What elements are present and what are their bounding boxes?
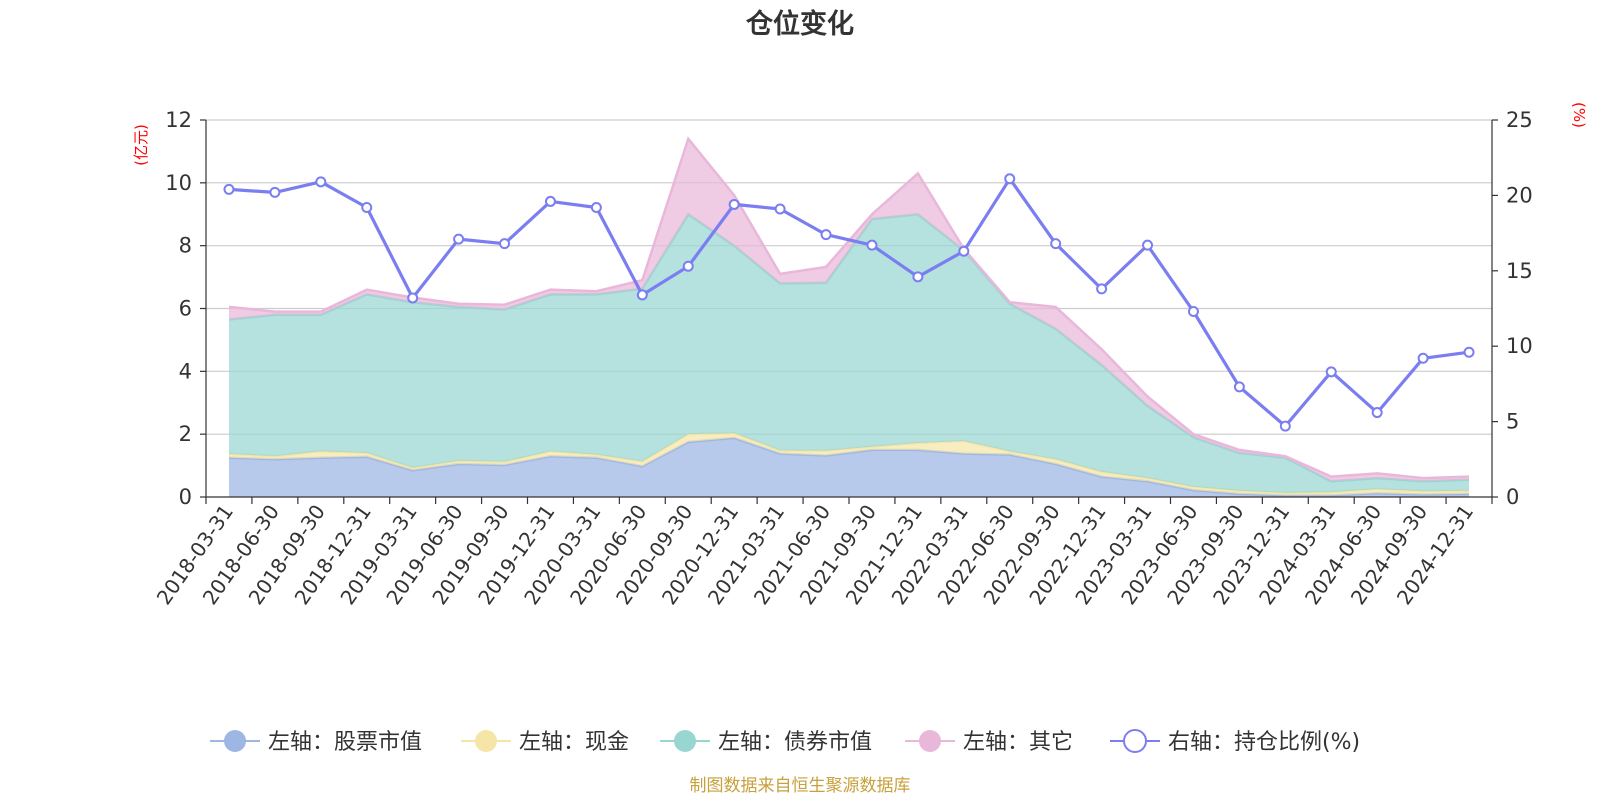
ratio-point [636, 289, 648, 301]
left-axis-tick-label: 6 [179, 297, 192, 321]
right-axis-tick-label: 25 [1506, 108, 1533, 132]
ratio-point [499, 238, 511, 250]
legend-label: 左轴：其它 [963, 730, 1073, 755]
right-axis-tick-label: 5 [1506, 410, 1519, 434]
legend-marker [674, 730, 696, 752]
ratio-point [544, 195, 556, 207]
ratio-point [1096, 283, 1108, 295]
ratio-point [1050, 238, 1062, 250]
right-axis-tick-label: 15 [1506, 259, 1533, 283]
ratio-point [315, 176, 327, 188]
ratio-line-series [223, 173, 1475, 432]
ratio-point [407, 292, 419, 304]
right-axis-unit: (%) [1570, 102, 1588, 128]
legend-marker [919, 730, 941, 752]
area-左轴：股票市值 [229, 437, 1469, 497]
legend-label: 右轴：持仓比例(%) [1168, 730, 1360, 755]
left-axis-tick-label: 8 [179, 234, 192, 258]
legend: 左轴：股票市值 左轴：现金 左轴：债券市值 左轴：其它 右轴：持仓比例(%) [210, 729, 1360, 755]
ratio-point [1417, 352, 1429, 364]
chart-title: 仓位变化 [745, 8, 854, 40]
ratio-point [361, 201, 373, 213]
ratio-point [866, 239, 878, 251]
right-axis-tick-label: 10 [1506, 334, 1533, 358]
left-axis-tick-label: 10 [165, 171, 192, 195]
left-axis-tick-label: 4 [179, 359, 192, 383]
ratio-point [820, 229, 832, 241]
ratio-point [1233, 381, 1245, 393]
ratio-point [590, 201, 602, 213]
left-axis-tick-label: 12 [165, 108, 192, 132]
ratio-point [1371, 407, 1383, 419]
ratio-point [912, 271, 924, 283]
ratio-point [269, 186, 281, 198]
ratio-point [774, 203, 786, 215]
left-axis-tick-label: 0 [179, 485, 192, 509]
legend-marker [224, 730, 246, 752]
ratio-point [1142, 239, 1154, 251]
ratio-point [223, 183, 235, 195]
ratio-point [1004, 173, 1016, 185]
right-axis-tick-label: 0 [1506, 485, 1519, 509]
ratio-point [958, 245, 970, 257]
legend-label: 左轴：债券市值 [718, 730, 872, 755]
ratio-point [1279, 420, 1291, 432]
ratio-point [682, 260, 694, 272]
left-axis-unit: (亿元) [132, 124, 150, 166]
ratio-point [728, 198, 740, 210]
ratio-line [228, 177, 1470, 428]
legend-marker [475, 730, 497, 752]
right-axis-tick-label: 20 [1506, 183, 1533, 207]
area-左轴：债券市值 [229, 214, 1469, 493]
left-axis-tick-label: 2 [179, 422, 192, 446]
ratio-point [1325, 366, 1337, 378]
legend-label: 左轴：现金 [519, 730, 629, 755]
ratio-point [1463, 346, 1475, 358]
source-note: 制图数据来自恒生聚源数据库 [690, 776, 911, 796]
ratio-point [1187, 306, 1199, 318]
legend-label: 左轴：股票市值 [268, 730, 422, 755]
legend-marker [1123, 729, 1147, 753]
ratio-point [453, 233, 465, 245]
area-左轴：现金 [229, 433, 1469, 496]
stacked-areas [228, 136, 1470, 497]
